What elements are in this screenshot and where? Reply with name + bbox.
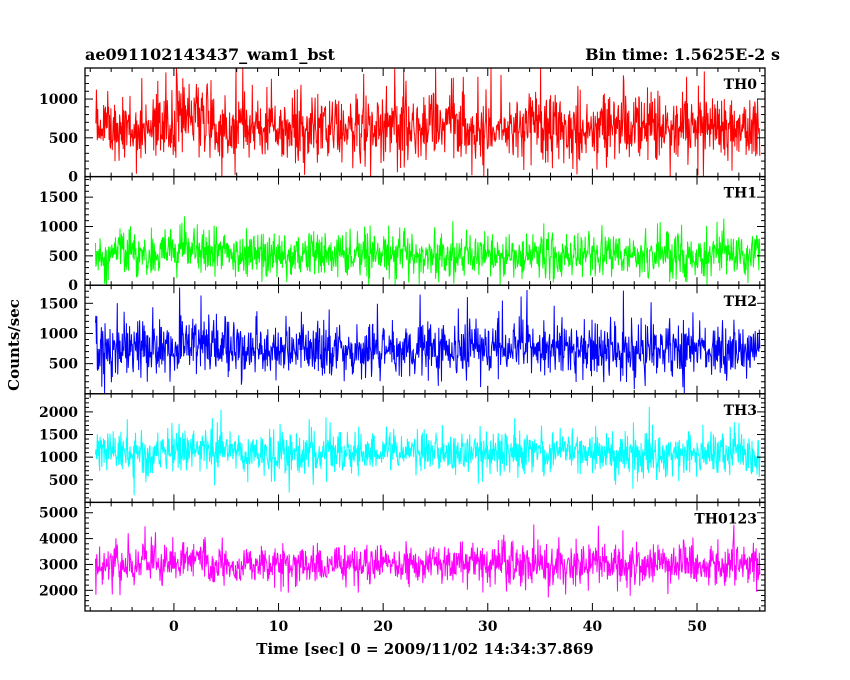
panel-th3: 500 1000 1500 2000 TH3 — [39, 393, 766, 504]
x-tick-label: 30 — [478, 619, 498, 635]
y-tick-label: 1500 — [39, 190, 78, 206]
y-tick-label: 1000 — [39, 326, 78, 342]
panel-frame — [84, 175, 766, 286]
panel-th2: 500 1000 1500 TH2 — [39, 284, 766, 395]
figure-title: ae091102143437_wam1_bst — [85, 45, 336, 64]
x-tick-label: 40 — [583, 619, 603, 635]
series-th2-line — [95, 287, 761, 394]
panel-th0123: 2000 3000 4000 5000 TH0123 — [39, 501, 766, 612]
series-th0-line — [95, 68, 761, 177]
x-tick-label: 50 — [687, 619, 707, 635]
x-tick-label: 10 — [269, 619, 289, 635]
series-th3-name: TH3 — [724, 403, 757, 419]
bin-time-label: Bin time: 1.5625E-2 s — [585, 45, 780, 64]
x-tick-label: 0 — [169, 619, 179, 635]
y-tick-label: 3000 — [39, 557, 78, 573]
y-tick-label: 0 — [68, 278, 78, 294]
y-tick-label: 2000 — [39, 405, 78, 421]
series-th2-name: TH2 — [724, 294, 757, 310]
series-th1-name: TH1 — [724, 186, 757, 202]
x-tick-label: 20 — [373, 619, 393, 635]
series-th0-name: TH0 — [724, 77, 758, 93]
y-tick-label: 5000 — [39, 506, 78, 522]
y-tick-label: 1000 — [39, 92, 78, 108]
series-th1-line — [95, 216, 761, 286]
y-tick-label: 500 — [49, 357, 78, 373]
y-tick-label: 500 — [49, 131, 78, 147]
y-tick-label: 1000 — [39, 219, 78, 235]
series-th3-line — [95, 406, 761, 496]
y-tick-label: 500 — [49, 249, 78, 265]
y-tick-label: 2000 — [39, 583, 78, 599]
y-tick-label: 1500 — [39, 428, 78, 444]
y-axis-label: Counts/sec — [5, 299, 23, 391]
panel-th1: 0 500 1000 1500 TH1 — [39, 175, 766, 294]
panel-th0: 0 500 1000 TH0 — [39, 67, 766, 186]
y-tick-label: 1500 — [39, 296, 78, 312]
x-axis-label: Time [sec] 0 = 2009/11/02 14:34:37.869 — [256, 640, 593, 658]
y-tick-label: 1000 — [39, 450, 78, 466]
y-tick-label: 4000 — [39, 532, 78, 548]
series-th0123-line — [95, 524, 761, 598]
y-tick-label: 0 — [68, 170, 78, 186]
y-tick-label: 500 — [49, 473, 78, 489]
series-th0123-name: TH0123 — [694, 511, 757, 527]
